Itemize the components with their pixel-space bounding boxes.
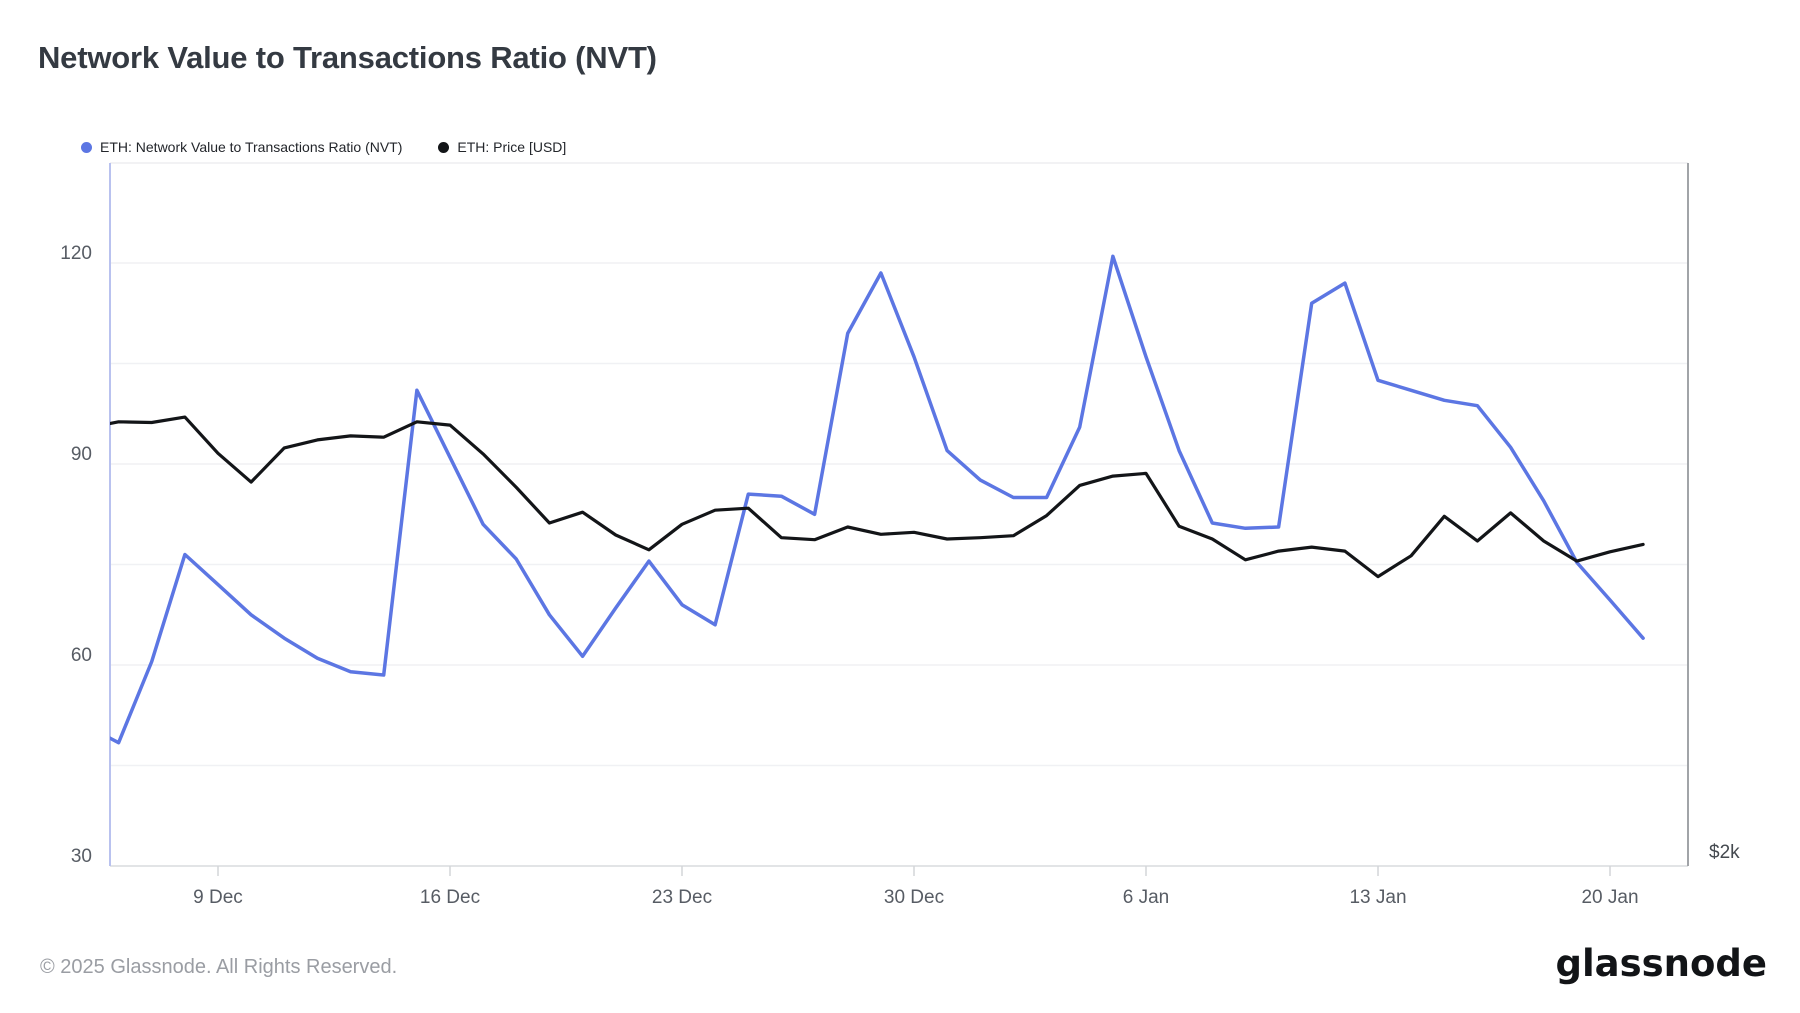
x-tick-label: 13 Jan [1349,887,1407,908]
nvt-line [110,254,1645,745]
legend: ETH: Network Value to Transactions Ratio… [81,139,566,155]
legend-dot-nvt-icon [81,141,92,153]
legend-item-nvt[interactable]: ETH: Network Value to Transactions Ratio… [81,139,402,155]
plot-area[interactable] [110,163,1688,866]
legend-label-nvt: ETH: Network Value to Transactions Ratio… [100,139,403,155]
x-tick-label: 9 Dec [193,887,243,908]
x-tick-label: 30 Dec [883,887,945,908]
right-axis-tick-label: $2k [1709,842,1740,863]
glassnode-logo: glassnode [1555,942,1767,985]
legend-item-price[interactable]: ETH: Price [USD] [438,139,566,155]
footer-copyright: © 2025 Glassnode. All Rights Reserved. [40,956,398,978]
y-tick-label: 60 [70,645,92,666]
page-title: Network Value to Transactions Ratio (NVT… [38,40,657,75]
legend-dot-price-icon [438,141,450,153]
legend-label-price: ETH: Price [USD] [457,139,567,155]
y-tick-label: 120 [60,243,92,264]
price-line [110,415,1645,579]
y-tick-label: 30 [70,846,92,867]
x-tick-label: 20 Jan [1581,887,1639,908]
x-tick-label: 6 Jan [1122,887,1170,908]
x-tick-label: 16 Dec [419,887,481,908]
x-tick-label: 23 Dec [651,887,713,908]
y-tick-label: 90 [70,444,92,465]
